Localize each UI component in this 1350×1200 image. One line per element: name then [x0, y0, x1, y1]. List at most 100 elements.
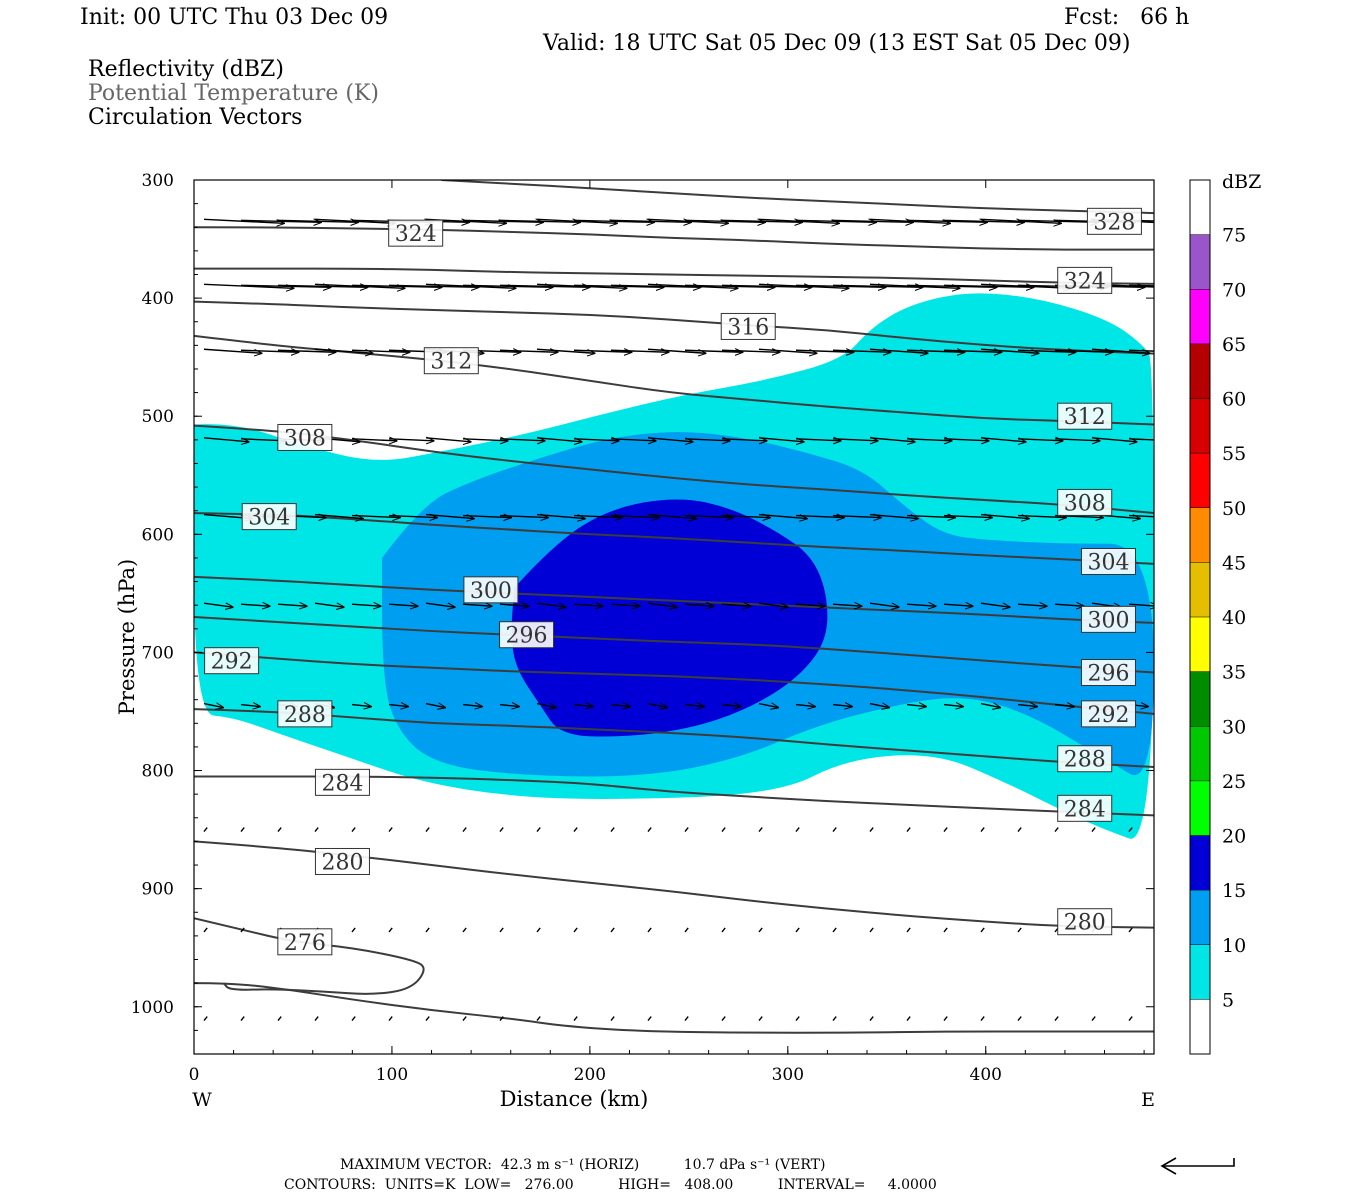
circulation-vector [1091, 827, 1096, 833]
circulation-vector [684, 439, 730, 441]
circulation-vector [795, 220, 876, 222]
circulation-vector [425, 1016, 430, 1022]
contour-label-box [1086, 207, 1142, 235]
circulation-vector [869, 513, 918, 519]
circulation-vector [869, 704, 889, 708]
theta-contour-324-12 [194, 267, 1154, 285]
contour-label-300: 300 [470, 579, 512, 604]
theta-contour-304-8 [194, 512, 1154, 565]
circulation-vector [610, 1016, 615, 1022]
contour-label-328: 328 [1093, 210, 1135, 235]
circulation-vector [684, 705, 704, 707]
circulation-vector [462, 220, 543, 222]
theta-contour-324-13 [194, 226, 1154, 251]
circulation-vector [610, 350, 669, 352]
field-theta-label: Potential Temperature (K) [88, 81, 379, 106]
circulation-vector [314, 827, 319, 833]
circulation-vector [980, 827, 985, 833]
contour-label-280: 280 [1064, 911, 1106, 936]
circulation-vector [647, 1016, 652, 1022]
circulation-vector [573, 285, 664, 287]
circulation-vector [1054, 350, 1113, 352]
colorbar-label: 55 [1222, 443, 1246, 465]
contour-label-box [1057, 488, 1113, 516]
colorbar-segment [1190, 617, 1210, 672]
contour-label-box [204, 647, 260, 675]
circulation-vector [758, 437, 804, 442]
circulation-vector [1017, 516, 1066, 518]
colorbar-segment [1190, 562, 1210, 617]
circulation-vector [388, 705, 408, 707]
colorbar-label: 30 [1222, 716, 1246, 738]
colorbar-segment [1190, 944, 1210, 1000]
circulation-vector [943, 220, 1024, 222]
circulation-vector [203, 283, 294, 288]
circulation-vector [536, 1016, 541, 1022]
circulation-vector [943, 705, 963, 707]
circulation-vector [943, 285, 1034, 287]
circulation-vector [499, 927, 504, 933]
circulation-vector [240, 285, 331, 287]
circulation-vector [1128, 219, 1154, 222]
circulation-vector [573, 516, 622, 518]
circulation-vector [610, 927, 615, 933]
circulation-vector [869, 927, 874, 933]
colorbar-label: 20 [1222, 826, 1246, 848]
circulation-vector [536, 218, 617, 223]
colorbar-segment [1190, 289, 1210, 344]
circulation-vector [203, 218, 284, 223]
circulation-vector [277, 350, 336, 352]
circulation-vector [462, 604, 492, 606]
contour-label-box [388, 219, 444, 247]
circulation-vector [906, 1016, 911, 1022]
circulation-vector [203, 827, 208, 833]
circulation-vector [203, 1016, 208, 1022]
y-tick-label: 800 [142, 762, 174, 782]
contour-label-box [1080, 700, 1136, 728]
circulation-vector [277, 285, 368, 287]
circulation-vector [869, 1016, 874, 1022]
circulation-vector [351, 516, 400, 518]
theta-contour-288-4 [194, 708, 1154, 768]
circulation-vector [1128, 604, 1154, 606]
circulation-vector [425, 513, 474, 519]
circulation-vector [351, 439, 397, 441]
circulation-vector [943, 604, 973, 606]
circulation-vector [351, 927, 356, 933]
contour-label-324: 324 [395, 222, 437, 247]
circulation-vector [647, 827, 652, 833]
colorbar-title: dBZ [1222, 171, 1261, 193]
colorbar-label: 45 [1222, 552, 1246, 574]
circulation-vector [795, 827, 800, 833]
circulation-vector [573, 927, 578, 933]
circulation-vector [351, 705, 371, 707]
circulation-vector [1054, 1016, 1059, 1022]
circulation-vector [832, 927, 837, 933]
circulation-vector [462, 927, 467, 933]
circulation-vector [906, 927, 911, 933]
circulation-vector [906, 705, 926, 707]
colorbar-segment [1190, 343, 1210, 399]
circulation-vector [573, 220, 654, 222]
contour-label-276: 276 [284, 931, 326, 956]
colorbar-segment [1190, 999, 1210, 1054]
circulation-vector [647, 437, 693, 442]
circulation-vector [573, 604, 603, 606]
circulation-vector [980, 218, 1061, 223]
circulation-vector [240, 220, 321, 222]
circulation-vector [1128, 927, 1133, 933]
valid-time: Valid: 18 UTC Sat 05 Dec 09 (13 EST Sat … [543, 31, 1131, 56]
circulation-vector [906, 220, 987, 222]
circulation-vector [462, 705, 482, 707]
theta-contour-292-5 [194, 651, 1154, 715]
circulation-vector [277, 1016, 282, 1022]
contour-label-288: 288 [1064, 748, 1106, 773]
circulation-vector [647, 603, 677, 607]
y-tick-label: 500 [142, 407, 174, 427]
circulation-vector [1017, 927, 1022, 933]
circulation-vector [684, 220, 765, 222]
circulation-vector [980, 437, 1026, 442]
circulation-vector [1128, 349, 1154, 352]
circulation-vector [647, 513, 696, 519]
